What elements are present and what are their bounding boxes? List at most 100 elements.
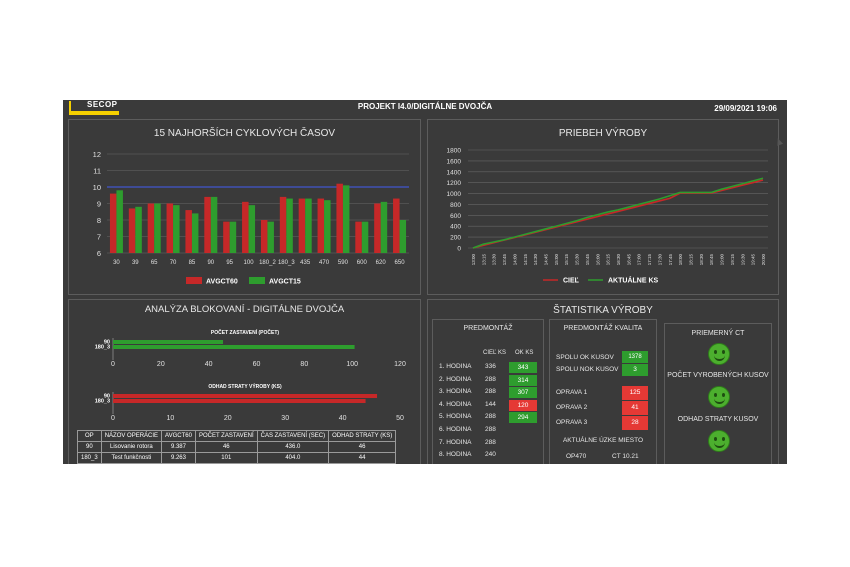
legend-label: CIEĽ — [563, 278, 580, 285]
bar-avgct15 — [229, 221, 237, 253]
target-value: 288 — [485, 413, 496, 421]
x-tick-label: 18:15 — [689, 254, 694, 266]
bar-avgct60 — [223, 221, 230, 253]
x-tick-label: 120 — [394, 361, 406, 368]
target-value: 288 — [485, 438, 496, 446]
bar-avgct60 — [393, 198, 400, 253]
table-cell: 404.0 — [256, 452, 330, 464]
x-tick-label: 95 — [226, 260, 233, 266]
x-tick-label: 16:00 — [595, 254, 600, 266]
x-tick-label: 19:45 — [751, 254, 756, 266]
table-row: 180_3 Test funkčnosti 9.263 101 404.0 44 — [77, 452, 397, 464]
statistics-panel: ŠTATISTIKA VÝROBY PREDMONTÁŽ CIEĽ KS OK … — [427, 299, 779, 464]
production-chart: 0 200 400 600 800 1000 1200 1400 1600 1800 13:00 13… — [447, 148, 768, 285]
x-tick-label: 40 — [205, 361, 213, 368]
kpi-box: PRIEMERNÝ CT POČET VYROBENÝCH KUSOV ODHA… — [664, 323, 772, 464]
bar-avgct15 — [191, 213, 199, 253]
table-cell: 180_3 — [77, 452, 102, 464]
kpi-label: POČET VYROBENÝCH KUSOV — [667, 372, 769, 379]
x-tick-label: 39 — [132, 260, 139, 266]
x-tick-label: 18:30 — [699, 254, 704, 266]
ok-value: 307 — [509, 387, 537, 399]
panel-title: ŠTATISTIKA VÝROBY — [553, 305, 653, 316]
x-tick-label: 18:45 — [709, 254, 714, 266]
x-tick-label: 17:00 — [637, 254, 642, 266]
y-tick-label: 6 — [97, 249, 101, 258]
smile-icon — [708, 430, 730, 452]
col-header: OP — [77, 430, 102, 442]
x-tick-label: 180_2 — [259, 260, 276, 266]
production-loss-bar — [113, 399, 366, 403]
hour-label: 6. HODINA — [439, 426, 472, 433]
kpi-label: PRIEMERNÝ CT — [691, 330, 745, 337]
hour-label: 3. HODINA — [439, 388, 472, 396]
table-cell: 436.0 — [256, 441, 330, 453]
panel-title: ANALÝZA BLOKOVANÍ - DIGITÁLNE DVOJČA — [144, 304, 345, 315]
x-tick-label: 17:15 — [647, 254, 652, 266]
predmontaz-box: PREDMONTÁŽ CIEĽ KS OK KS 1. HODINA 336 343… — [432, 319, 544, 464]
table-cell: 46 — [328, 441, 397, 453]
rework-label: OPRAVA 3 — [556, 419, 588, 426]
bar-avgct15 — [210, 196, 218, 253]
hour-label: 4. HODINA — [439, 400, 472, 408]
bar-avgct15 — [135, 206, 142, 253]
x-tick-label: 15:15 — [564, 254, 569, 266]
bar-avgct60 — [204, 196, 211, 253]
x-tick-label: 470 — [319, 260, 330, 266]
x-tick-label: 14:00 — [512, 254, 517, 266]
panel-title: PRIEBEH VÝROBY — [558, 128, 648, 139]
bar-avgct15 — [361, 221, 369, 253]
bar-avgct15 — [380, 201, 388, 253]
bottleneck-title: AKTUÁLNE ÚZKE MIESTO — [562, 437, 644, 444]
ok-value: 120 — [509, 399, 537, 411]
hour-label: 5. HODINA — [439, 413, 472, 421]
x-tick-label: 20 — [157, 361, 165, 368]
bar-avgct15 — [116, 190, 123, 253]
category-label: 180_3 — [95, 399, 110, 405]
bar-avgct60 — [166, 203, 174, 253]
x-tick-label: 17:30 — [657, 254, 662, 266]
kpi-label: ODHAD STRATY KUSOV — [677, 416, 759, 423]
production-panel: PRIEBEH VÝROBY 0 200 400 600 800 1000 1200 1400… — [427, 119, 779, 295]
x-tick-label: 50 — [396, 415, 404, 422]
bar-avgct15 — [173, 205, 180, 253]
y-tick-label: 9 — [97, 200, 101, 209]
project-title: PROJEKT I4.0/DIGITÁLNE DVOJČA — [357, 102, 493, 111]
x-tick-label: 17:45 — [668, 254, 673, 266]
nok-value: 3 — [622, 364, 648, 376]
y-tick-label: 1000 — [447, 191, 462, 198]
bar-avgct15 — [267, 221, 274, 253]
table-cell: 90 — [77, 441, 102, 453]
x-tick-label: 30 — [113, 260, 120, 266]
x-tick-label: 100 — [244, 260, 255, 266]
y-tick-label: 12 — [93, 150, 101, 159]
col-header: POČET ZASTAVENÍ — [194, 430, 258, 442]
chart-subtitle: POČET ZASTAVENÍ (POČET) — [211, 328, 279, 336]
x-tick-label: 65 — [151, 260, 158, 266]
table-cell: 101 — [194, 452, 258, 464]
x-tick-label: 60 — [253, 361, 261, 368]
col-target-header: CIEĽ KS — [483, 350, 507, 356]
bar-avgct60 — [242, 201, 249, 253]
legend-label: AVGCT60 — [206, 279, 238, 286]
stops-count-bar — [113, 345, 355, 349]
y-tick-label: 11 — [93, 167, 101, 176]
x-tick-label: 0 — [111, 415, 115, 422]
blocking-panel: ANALÝZA BLOKOVANÍ - DIGITÁLNE DVOJČA POČ… — [68, 299, 421, 464]
x-tick-label: 40 — [339, 415, 347, 422]
bar-avgct60 — [260, 220, 268, 253]
y-tick-label: 1200 — [447, 180, 462, 187]
rework-label: OPRAVA 2 — [556, 404, 588, 411]
x-tick-label: 85 — [189, 260, 196, 266]
bar-avgct15 — [154, 203, 161, 253]
logo-text: SECOP — [87, 100, 118, 109]
legend-swatch-green — [249, 277, 265, 284]
legend-swatch-red — [186, 277, 202, 284]
ok-value: 1378 — [622, 351, 648, 363]
table-cell: Lisovanie rotora — [100, 441, 163, 453]
target-value: 144 — [485, 400, 496, 408]
bar-avgct60 — [374, 203, 381, 253]
bar-avgct15 — [399, 220, 407, 253]
x-tick-label: 16:15 — [606, 254, 611, 266]
